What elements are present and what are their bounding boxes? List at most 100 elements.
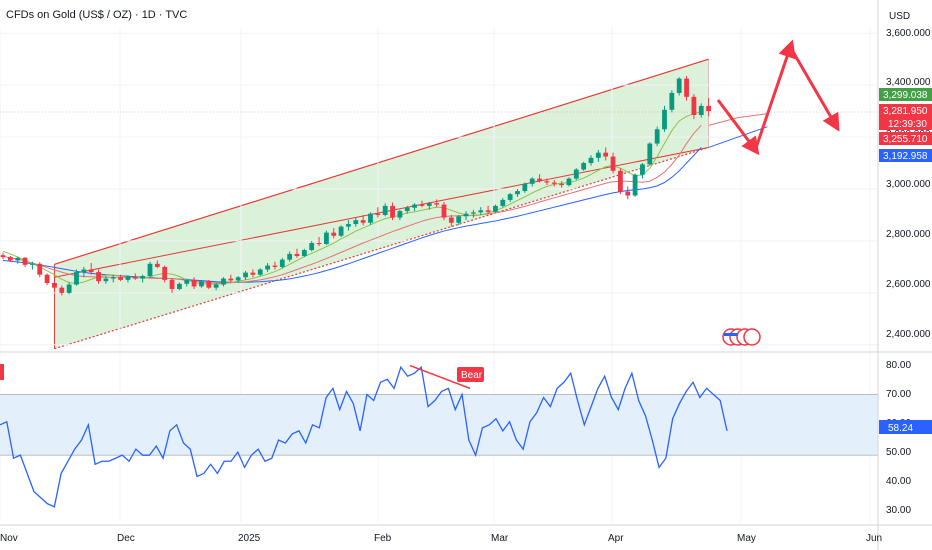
candle-body[interactable] [346, 224, 351, 227]
candle-body[interactable] [368, 213, 373, 223]
candle-body[interactable] [404, 207, 410, 212]
candle-body[interactable] [184, 279, 190, 284]
candle-body[interactable] [243, 272, 248, 278]
rsi-panel[interactable] [0, 364, 878, 508]
candle-body[interactable] [434, 203, 440, 205]
candle-body[interactable] [632, 174, 638, 196]
candle-body[interactable] [213, 284, 219, 288]
candle-body[interactable] [338, 226, 344, 236]
candle-body[interactable] [81, 269, 87, 273]
trend-channel[interactable] [53, 58, 709, 350]
candle-body[interactable] [493, 205, 498, 212]
candle-body[interactable] [169, 279, 175, 289]
candle-body[interactable] [515, 191, 520, 195]
candle-body[interactable] [382, 205, 388, 215]
ma-fast-line[interactable] [2, 111, 702, 285]
candle-body[interactable] [279, 259, 285, 267]
candle-body[interactable] [426, 203, 432, 206]
candle-body[interactable] [485, 210, 491, 212]
candle-body[interactable] [544, 181, 550, 183]
candle-body[interactable] [676, 78, 682, 93]
candle-body[interactable] [698, 105, 704, 115]
candle-body[interactable] [559, 183, 564, 186]
candle-body[interactable] [110, 277, 116, 279]
candle-body[interactable] [419, 204, 425, 206]
candle-body[interactable] [177, 283, 182, 289]
candle-body[interactable] [309, 243, 315, 251]
channel-mid-line[interactable] [54, 146, 709, 278]
candle-body[interactable] [125, 276, 131, 280]
candle-body[interactable] [456, 216, 462, 223]
candle-body[interactable] [44, 274, 50, 284]
currency-label[interactable]: USD [889, 11, 910, 22]
candle-body[interactable] [66, 284, 72, 293]
forecast-arrows[interactable] [716, 39, 840, 156]
candle-body[interactable] [625, 191, 631, 196]
candle-body[interactable] [691, 96, 697, 115]
candle-body[interactable] [294, 253, 300, 256]
candle-body[interactable] [397, 211, 403, 218]
candle-body[interactable] [88, 269, 94, 273]
candle-body[interactable] [537, 178, 542, 182]
candle-body[interactable] [595, 152, 601, 158]
candle-body[interactable] [199, 281, 204, 287]
candle-body[interactable] [30, 263, 35, 265]
candlesticks[interactable] [0, 76, 711, 296]
candle-body[interactable] [154, 263, 160, 267]
candle-body[interactable] [610, 156, 616, 171]
candle-body[interactable] [441, 204, 447, 218]
candle-body[interactable] [74, 272, 79, 285]
candle-body[interactable] [59, 287, 65, 293]
arrow-down-1[interactable] [716, 99, 760, 156]
candle-body[interactable] [301, 250, 307, 256]
channel-upper-line[interactable] [54, 58, 709, 265]
candle-body[interactable] [132, 276, 138, 279]
candle-body[interactable] [507, 194, 513, 200]
candle-body[interactable] [316, 243, 322, 245]
candle-body[interactable] [522, 183, 528, 192]
candle-body[interactable] [331, 232, 337, 236]
candle-body[interactable] [669, 92, 675, 110]
candle-body[interactable] [353, 220, 359, 225]
candle-body[interactable] [52, 283, 57, 288]
moving-averages[interactable] [2, 111, 768, 285]
candle-body[interactable] [375, 213, 381, 215]
candle-body[interactable] [162, 266, 168, 280]
flag-icons[interactable] [722, 328, 761, 346]
arrow-down-2[interactable] [790, 49, 840, 132]
candle-body[interactable] [191, 279, 197, 287]
candle-body[interactable] [360, 220, 366, 223]
candle-body[interactable] [235, 277, 241, 281]
rsi-line[interactable] [0, 365, 728, 508]
price-badges[interactable]: 3,299.038 3,281.950 12:39:30 3,255.710 3… [879, 88, 932, 162]
candle-body[interactable] [206, 281, 212, 288]
candle-body[interactable] [448, 217, 454, 223]
candle-body[interactable] [463, 213, 469, 217]
candle-body[interactable] [573, 169, 579, 179]
candle-body[interactable] [412, 204, 417, 208]
candle-body[interactable] [272, 265, 278, 267]
candle-body[interactable] [265, 265, 270, 270]
candle-body[interactable] [618, 170, 623, 192]
candle-body[interactable] [390, 205, 395, 218]
candle-body[interactable] [647, 143, 653, 165]
bear-annotation[interactable]: Bear [0, 364, 484, 382]
candle-body[interactable] [0, 255, 6, 258]
arrow-up[interactable] [754, 39, 796, 149]
candle-body[interactable] [221, 278, 226, 285]
candle-body[interactable] [250, 272, 256, 275]
candle-body[interactable] [257, 269, 263, 275]
candle-body[interactable] [478, 210, 484, 213]
candle-body[interactable] [103, 278, 109, 282]
candle-body[interactable] [640, 164, 645, 175]
candle-body[interactable] [529, 178, 535, 184]
candle-body[interactable] [566, 178, 572, 186]
candle-body[interactable] [603, 152, 609, 157]
candle-body[interactable] [147, 263, 153, 276]
candle-body[interactable] [662, 109, 667, 130]
candle-body[interactable] [684, 78, 689, 97]
candle-body[interactable] [324, 232, 329, 245]
candle-body[interactable] [37, 263, 43, 275]
candle-body[interactable] [7, 257, 13, 261]
